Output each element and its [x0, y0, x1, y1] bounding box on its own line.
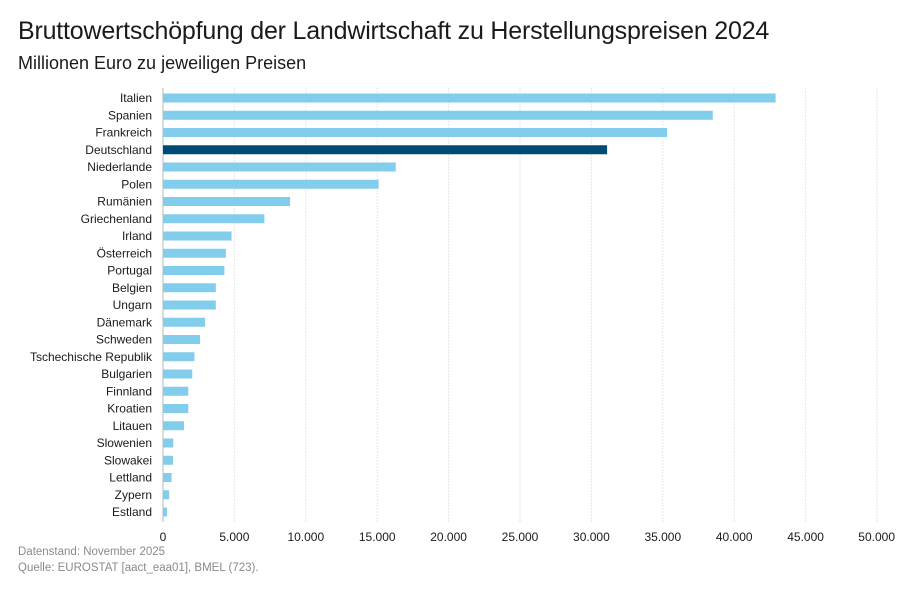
bar-litauen — [163, 421, 184, 431]
bar-bulgarien — [163, 369, 193, 379]
bar-irland — [163, 231, 232, 241]
bar-slowakei — [163, 455, 173, 465]
y-category-label: Spanien — [108, 108, 152, 122]
bar-rumänien — [163, 197, 291, 206]
y-category-label: Zypern — [115, 488, 152, 502]
bar-kroatien — [163, 404, 189, 413]
y-category-label: Finnland — [106, 384, 152, 398]
y-category-label: Irland — [122, 229, 152, 243]
x-tick-label: 10.000 — [287, 530, 324, 544]
data-status-note: Datenstand: November 2025 — [18, 546, 166, 558]
y-category-label: Bulgarien — [101, 367, 152, 381]
y-category-label: Lettland — [109, 471, 152, 485]
x-tick-label: 30.000 — [573, 530, 610, 544]
y-category-label: Rumänien — [97, 195, 152, 209]
y-category-label: Litauen — [113, 419, 152, 433]
y-category-label: Ungarn — [113, 298, 152, 312]
bar-dänemark — [163, 317, 206, 327]
y-category-label: Frankreich — [95, 126, 152, 140]
bar-österreich — [163, 248, 226, 258]
bar-zypern — [163, 490, 170, 500]
bar-finnland — [163, 386, 189, 396]
y-category-label: Dänemark — [97, 315, 153, 329]
bar-slowenien — [163, 438, 174, 448]
chart-subtitle: Millionen Euro zu jeweiligen Preisen — [18, 53, 307, 73]
bar-schweden — [163, 335, 201, 344]
bar-estland — [163, 507, 167, 517]
y-category-label: Tschechische Republik — [30, 350, 153, 364]
bar-niederlande — [163, 162, 396, 172]
bar-lettland — [163, 473, 172, 482]
x-tick-label: 45.000 — [787, 530, 824, 544]
bar-ungarn — [163, 300, 216, 310]
bar-frankreich — [163, 128, 668, 137]
bar-spanien — [163, 110, 713, 120]
y-category-label: Polen — [121, 177, 152, 191]
y-category-label: Griechenland — [81, 212, 152, 226]
x-tick-label: 0 — [160, 530, 167, 544]
x-tick-label: 40.000 — [716, 530, 753, 544]
y-category-label: Niederlande — [87, 160, 152, 174]
x-tick-label: 50.000 — [858, 530, 895, 544]
y-category-label: Estland — [112, 505, 152, 519]
bar-griechenland — [163, 214, 265, 224]
y-category-label: Slowakei — [104, 453, 152, 467]
y-category-label: Portugal — [107, 264, 152, 278]
bar-portugal — [163, 266, 225, 275]
y-category-label: Italien — [120, 91, 152, 105]
bar-tschechische-republik — [163, 352, 195, 362]
y-category-label: Belgien — [112, 281, 152, 295]
x-tick-label: 25.000 — [502, 530, 539, 544]
y-category-label: Schweden — [96, 333, 152, 347]
y-category-label: Kroatien — [107, 402, 152, 416]
y-category-label: Deutschland — [85, 143, 152, 157]
bar-belgien — [163, 283, 216, 293]
chart-title: Bruttowertschöpfung der Landwirtschaft z… — [18, 17, 770, 45]
x-tick-label: 20.000 — [430, 530, 467, 544]
y-category-label: Slowenien — [97, 436, 152, 450]
y-category-label: Österreich — [97, 246, 152, 260]
x-tick-label: 15.000 — [359, 530, 396, 544]
x-tick-label: 5.000 — [219, 530, 249, 544]
bar-italien — [163, 93, 776, 103]
source-note: Quelle: EUROSTAT [aact_eaa01], BMEL (723… — [18, 562, 259, 574]
x-tick-label: 35.000 — [644, 530, 681, 544]
bar-polen — [163, 179, 379, 189]
bar-deutschland — [163, 145, 608, 155]
